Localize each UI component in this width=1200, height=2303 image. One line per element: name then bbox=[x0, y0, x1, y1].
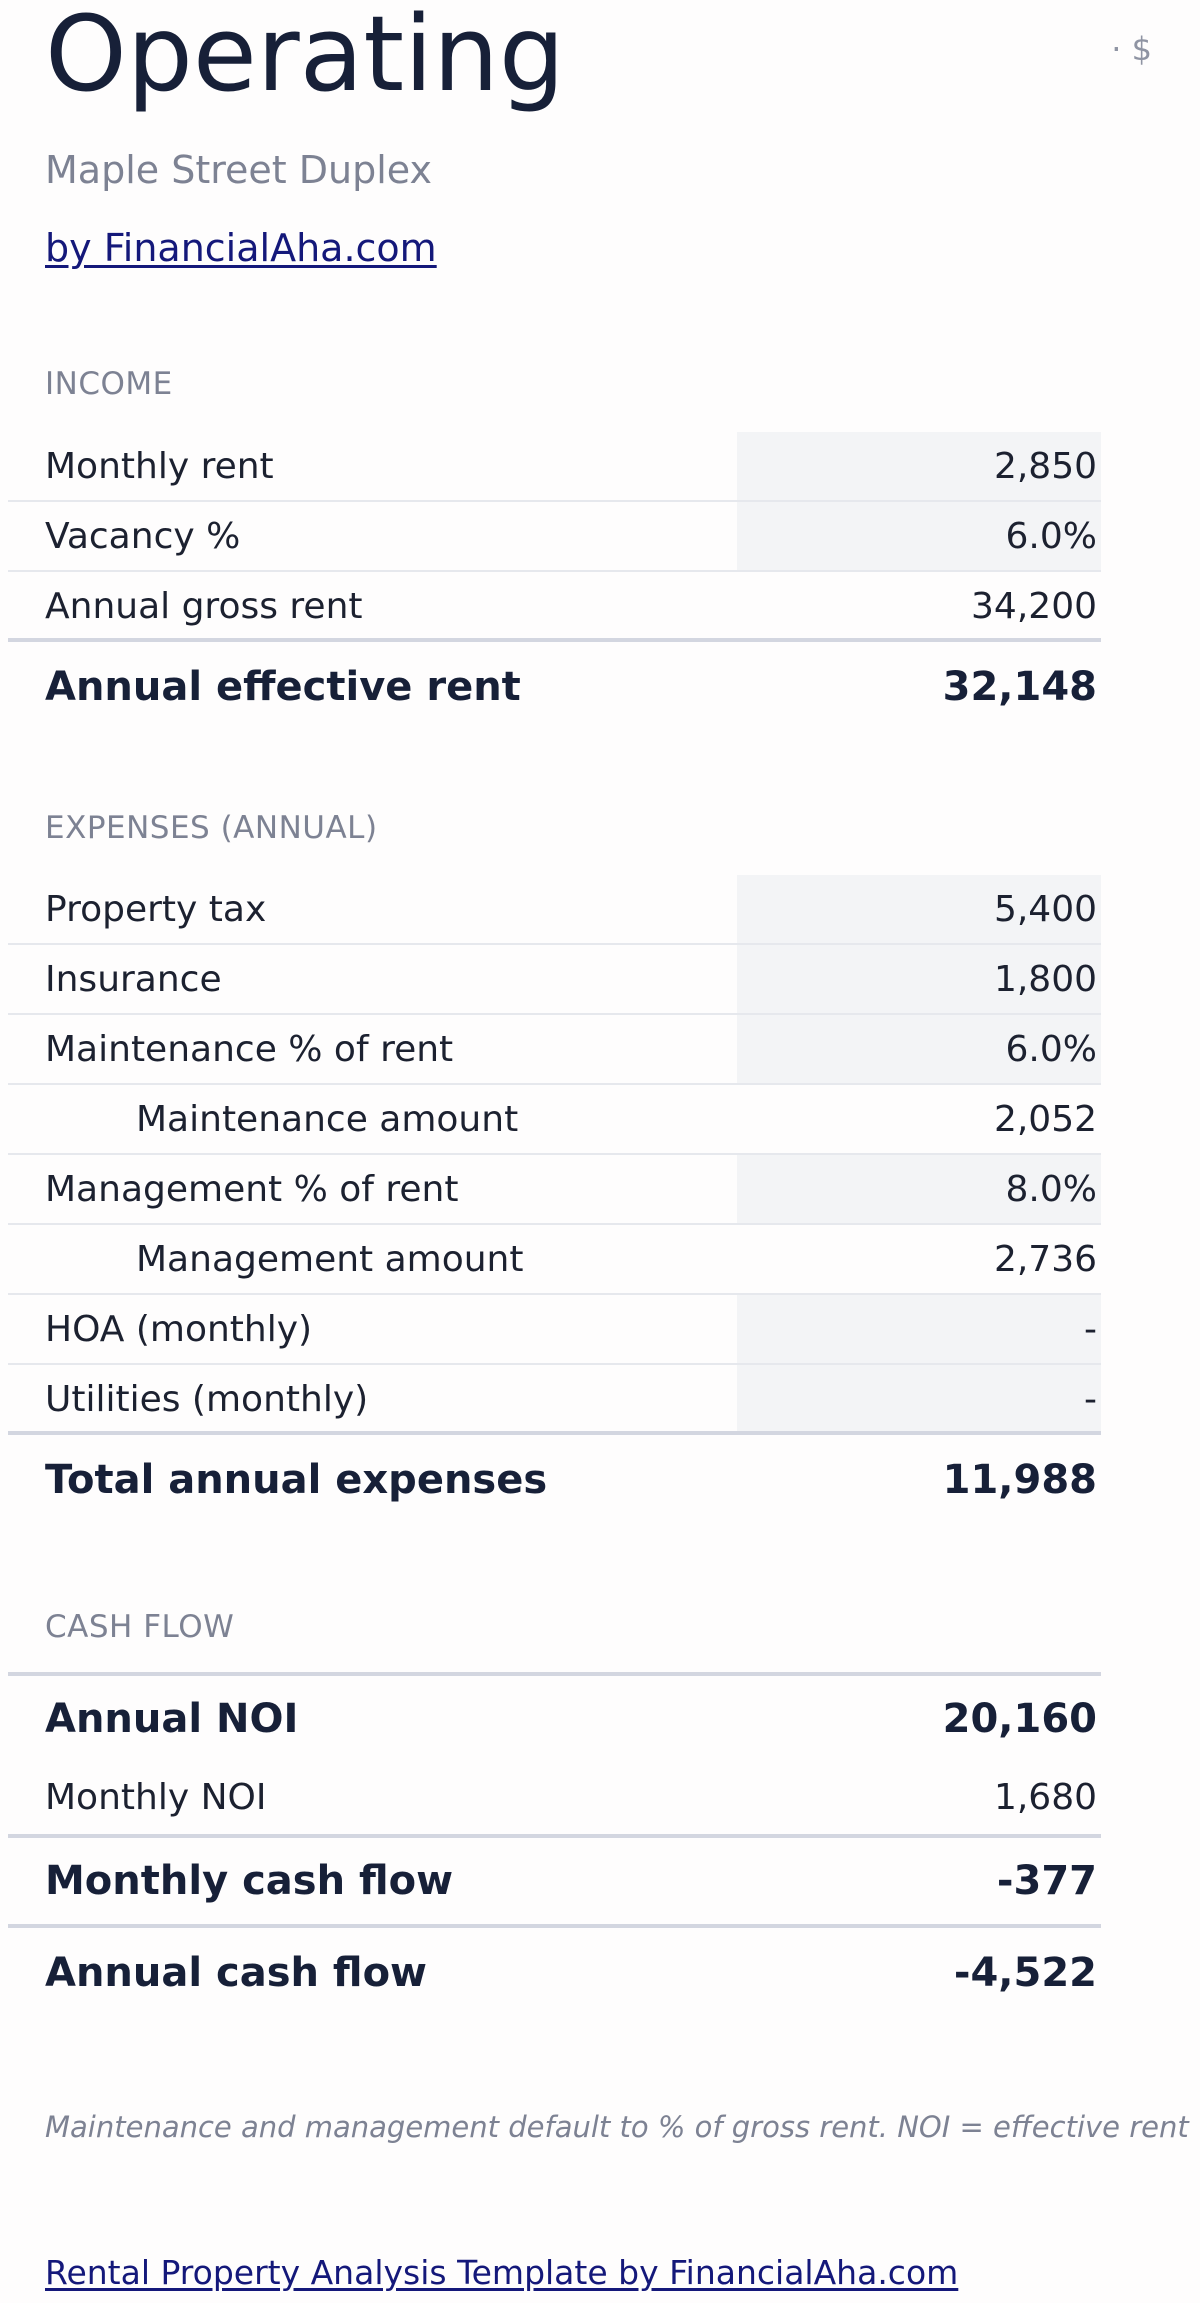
row-label: Maintenance amount bbox=[136, 1099, 519, 1140]
total-label: Annual effective rent bbox=[45, 664, 521, 710]
row-label: Management % of rent bbox=[45, 1169, 459, 1210]
footer-link[interactable]: Rental Property Analysis Template by Fin… bbox=[45, 2253, 959, 2292]
maintenance-amount-value: 2,052 bbox=[993, 1099, 1097, 1140]
row-label: Monthly rent bbox=[45, 446, 274, 487]
annual-cash-flow-value: -4,522 bbox=[953, 1950, 1097, 1996]
annual-gross-rent-value: 34,200 bbox=[971, 586, 1097, 627]
total-label: Annual cash flow bbox=[45, 1950, 428, 1996]
income-section-label: INCOME bbox=[45, 366, 173, 402]
row-label: Insurance bbox=[45, 959, 222, 1000]
total-annual-expenses-value: 11,988 bbox=[942, 1457, 1097, 1503]
insurance-input[interactable]: 1,800 bbox=[737, 945, 1101, 1013]
maintenance-amount-row: Maintenance amount 2,052 bbox=[8, 1085, 1101, 1155]
row-label: Utilities (monthly) bbox=[45, 1379, 369, 1420]
management-amount-row: Management amount 2,736 bbox=[8, 1225, 1101, 1295]
monthly-noi-row: Monthly NOI 1,680 bbox=[8, 1762, 1101, 1834]
row-label: Vacancy % bbox=[45, 516, 241, 557]
management-pct-input[interactable]: 8.0% bbox=[737, 1155, 1101, 1223]
byline-link[interactable]: by FinancialAha.com bbox=[45, 226, 437, 270]
monthly-cash-flow-value: -377 bbox=[996, 1858, 1097, 1904]
currency-indicator: · $ bbox=[1111, 30, 1152, 68]
total-label: Annual NOI bbox=[45, 1696, 299, 1742]
row-label: HOA (monthly) bbox=[45, 1309, 313, 1350]
property-tax-row: Property tax 5,400 bbox=[8, 875, 1101, 945]
page-title: Operating bbox=[45, 0, 565, 115]
total-annual-expenses-row: Total annual expenses 11,988 bbox=[8, 1435, 1101, 1529]
property-name: Maple Street Duplex bbox=[45, 148, 432, 192]
expenses-table: Property tax 5,400 Insurance 1,800 Maint… bbox=[8, 875, 1101, 1529]
divider bbox=[8, 1834, 1101, 1838]
annual-noi-value: 20,160 bbox=[942, 1696, 1097, 1742]
total-label: Monthly cash flow bbox=[45, 1858, 454, 1904]
total-label: Total annual expenses bbox=[45, 1457, 548, 1503]
divider bbox=[8, 1924, 1101, 1928]
utilities-row: Utilities (monthly) - bbox=[8, 1365, 1101, 1435]
vacancy-input[interactable]: 6.0% bbox=[737, 502, 1101, 570]
insurance-row: Insurance 1,800 bbox=[8, 945, 1101, 1015]
management-amount-value: 2,736 bbox=[993, 1239, 1097, 1280]
divider bbox=[8, 1672, 1101, 1676]
income-table: Monthly rent 2,850 Vacancy % 6.0% Annual… bbox=[8, 432, 1101, 736]
cashflow-section-label: CASH FLOW bbox=[45, 1609, 235, 1645]
property-tax-input[interactable]: 5,400 bbox=[737, 875, 1101, 943]
vacancy-row: Vacancy % 6.0% bbox=[8, 502, 1101, 572]
annual-gross-rent-row: Annual gross rent 34,200 bbox=[8, 572, 1101, 642]
annual-effective-rent-value: 32,148 bbox=[942, 664, 1097, 710]
annual-noi-row: Annual NOI 20,160 bbox=[8, 1676, 1101, 1762]
row-label: Property tax bbox=[45, 889, 267, 930]
maintenance-pct-input[interactable]: 6.0% bbox=[737, 1015, 1101, 1083]
utilities-input[interactable]: - bbox=[737, 1365, 1101, 1431]
monthly-rent-input[interactable]: 2,850 bbox=[737, 432, 1101, 500]
row-label: Maintenance % of rent bbox=[45, 1029, 454, 1070]
annual-cash-flow-row: Annual cash flow -4,522 bbox=[8, 1928, 1101, 2018]
row-label: Annual gross rent bbox=[45, 586, 363, 627]
hoa-row: HOA (monthly) - bbox=[8, 1295, 1101, 1365]
monthly-cash-flow-row: Monthly cash flow -377 bbox=[8, 1838, 1101, 1924]
hoa-input[interactable]: - bbox=[737, 1295, 1101, 1363]
footnote: Maintenance and management default to % … bbox=[45, 2110, 1189, 2144]
cashflow-table: Annual NOI 20,160 Monthly NOI 1,680 Mont… bbox=[8, 1672, 1101, 2018]
monthly-noi-value: 1,680 bbox=[993, 1777, 1097, 1818]
management-pct-row: Management % of rent 8.0% bbox=[8, 1155, 1101, 1225]
maintenance-pct-row: Maintenance % of rent 6.0% bbox=[8, 1015, 1101, 1085]
annual-effective-rent-row: Annual effective rent 32,148 bbox=[8, 642, 1101, 736]
expenses-section-label: EXPENSES (ANNUAL) bbox=[45, 810, 378, 846]
row-label: Management amount bbox=[136, 1239, 524, 1280]
row-label: Monthly NOI bbox=[45, 1777, 267, 1818]
monthly-rent-row: Monthly rent 2,850 bbox=[8, 432, 1101, 502]
